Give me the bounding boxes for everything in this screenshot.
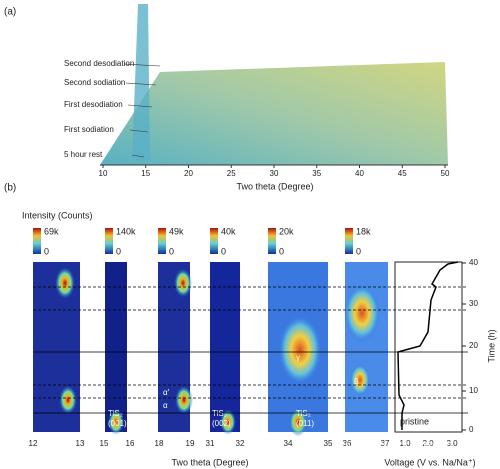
hotspot [278, 314, 322, 386]
x-label: Two theta (Degree) [171, 457, 248, 467]
annotation: (011) [296, 419, 314, 428]
y-tick-label: 40 [469, 258, 478, 267]
y-tick-label: 30 [469, 299, 478, 308]
x-tick-label: 16 [126, 439, 135, 448]
hotspot [55, 267, 75, 299]
colorbar-min: 0 [116, 246, 121, 256]
colorbar [33, 228, 41, 254]
voltage-curve [397, 261, 459, 430]
note: pristine [400, 416, 429, 426]
annotation: γ [296, 353, 300, 362]
hotspot [344, 284, 380, 342]
x-tick-label: 45 [398, 169, 407, 178]
x-tick-label: 15 [141, 169, 150, 178]
colorbar-min: 0 [169, 246, 174, 256]
x-tick-label: 3.0 [446, 439, 458, 448]
x-tick-label: 31 [206, 439, 215, 448]
annotation: TiS₂ [108, 409, 123, 418]
panel-label: (b) [4, 183, 16, 194]
hotspot [174, 268, 192, 298]
x-tick-label: 35 [324, 439, 333, 448]
x-tick-label: 10 [99, 169, 108, 178]
x-tick-label: 12 [29, 439, 38, 448]
annotation: α [163, 401, 168, 410]
panel-label: (a) [4, 7, 16, 18]
annotation: β [354, 377, 359, 386]
x-tick-label: 13 [76, 439, 85, 448]
x-tick-label: 40 [355, 169, 364, 178]
hotspot [175, 385, 193, 415]
colorbar-min: 0 [356, 246, 361, 256]
x-tick-label: 37 [381, 439, 390, 448]
colorbar-min: 0 [221, 246, 226, 256]
peak [132, 4, 150, 160]
x-label: Two theta (Degree) [236, 181, 313, 191]
x-tick-label: 34 [284, 439, 293, 448]
x-tick-label: 30 [270, 169, 279, 178]
hotspot [350, 364, 370, 396]
leader [127, 104, 153, 108]
x-label: Voltage (V vs. Na/Na⁺) [384, 457, 475, 467]
leader [131, 154, 145, 158]
colorbar-min: 0 [44, 246, 49, 256]
x-tick-label: 50 [441, 169, 450, 178]
colorbar-max: 18k [356, 226, 371, 236]
colorbar [210, 228, 218, 254]
leader [125, 82, 157, 86]
hotspot [59, 385, 77, 415]
y-label: Time (h) [486, 329, 496, 362]
voltage-box [394, 261, 463, 433]
y-tick-label: 0 [469, 425, 474, 434]
step-label: First sodiation [64, 125, 114, 134]
colorbar-title: Intensity (Counts) [22, 210, 93, 220]
colorbar [268, 228, 276, 254]
hotspot [220, 409, 236, 435]
hotspot [289, 407, 307, 437]
annotation: (002) [212, 419, 231, 428]
annotation: α′ [80, 388, 87, 397]
x-tick-label: 19 [186, 439, 195, 448]
annotation: TiS₂ [296, 409, 311, 418]
x-tick-label: 25 [227, 169, 236, 178]
annotation: (001) [108, 419, 127, 428]
heatmap [105, 262, 127, 432]
x-tick-label: 32 [236, 439, 245, 448]
y-tick-label: 10 [469, 386, 478, 395]
leader [129, 129, 149, 133]
x-tick-label: 1.0 [399, 439, 411, 448]
colorbar-min: 0 [279, 246, 284, 256]
x-tick-label: 36 [343, 439, 352, 448]
colorbar [345, 228, 353, 254]
surface [100, 62, 448, 165]
annotation: α′ [163, 388, 170, 397]
leader [123, 63, 161, 67]
colorbar-max: 140k [116, 226, 136, 236]
step-label: 5 hour rest [64, 150, 103, 159]
x-tick-label: 2.0 [422, 439, 434, 448]
x-tick-label: 20 [184, 169, 193, 178]
x-tick-label: 18 [155, 439, 164, 448]
colorbar-max: 20k [279, 226, 294, 236]
annotation: TiS₂ [212, 409, 227, 418]
heatmap [210, 262, 240, 432]
colorbar-max: 69k [44, 226, 59, 236]
colorbar [158, 228, 166, 254]
annotation: α [80, 401, 85, 410]
colorbar [105, 228, 113, 254]
step-label: Second sodiation [64, 78, 125, 87]
y-tick-label: 20 [469, 341, 478, 350]
colorbar-max: 49k [169, 226, 184, 236]
colorbar-max: 40k [221, 226, 236, 236]
step-label: First desodiation [64, 100, 123, 109]
hotspot [108, 409, 124, 435]
x-tick-label: 15 [100, 439, 109, 448]
x-tick-label: 35 [312, 169, 321, 178]
watermark: 知乎 @高分子能源前沿 [340, 440, 453, 454]
step-label: Second desodiation [64, 59, 134, 68]
